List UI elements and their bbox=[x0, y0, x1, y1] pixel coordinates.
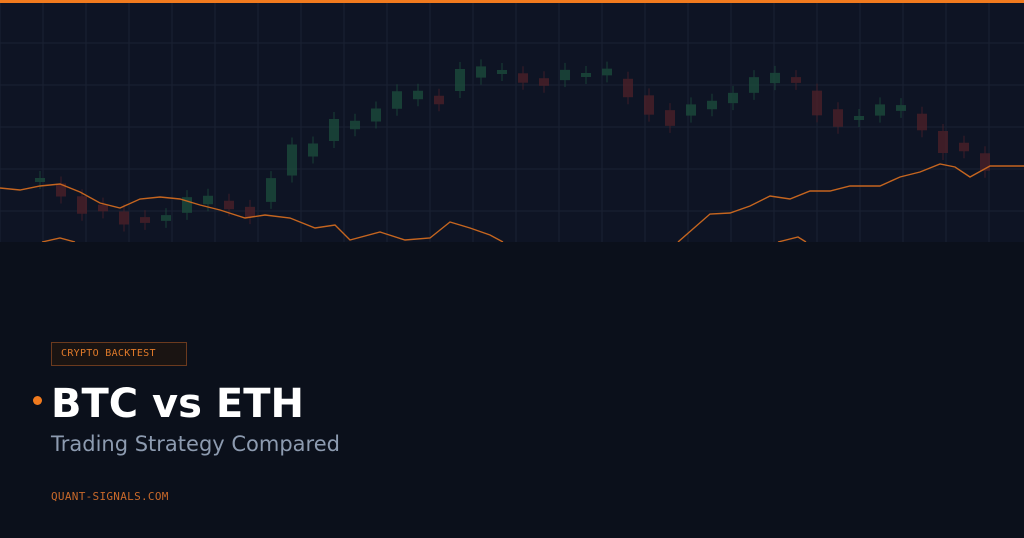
candle-body bbox=[455, 69, 465, 91]
candle-body bbox=[560, 69, 570, 81]
candle-body bbox=[623, 78, 633, 98]
candle-body bbox=[539, 78, 549, 86]
candle-body bbox=[791, 77, 801, 83]
candle-body bbox=[266, 178, 276, 202]
candle-body bbox=[56, 183, 66, 197]
trend-line bbox=[0, 183, 504, 242]
candles bbox=[35, 59, 990, 232]
trend-line bbox=[41, 237, 76, 242]
badge: CRYPTO BACKTEST bbox=[51, 342, 187, 366]
candle-body bbox=[959, 142, 969, 152]
candle-body bbox=[413, 90, 423, 100]
candle-body bbox=[497, 70, 507, 74]
candle-body bbox=[224, 200, 234, 210]
candle-body bbox=[434, 95, 444, 105]
candle-body bbox=[119, 211, 129, 225]
candle-body bbox=[77, 196, 87, 214]
candle-body bbox=[980, 153, 990, 171]
candle-body bbox=[98, 204, 108, 212]
candle-body bbox=[371, 108, 381, 122]
footer-url: QUANT-SIGNALS.COM bbox=[51, 490, 169, 503]
candle-body bbox=[350, 120, 360, 130]
candle-body bbox=[707, 100, 717, 110]
candle-body bbox=[392, 91, 402, 109]
grid bbox=[0, 3, 1024, 242]
candle-body bbox=[896, 105, 906, 111]
candle-body bbox=[917, 113, 927, 131]
trend-line bbox=[777, 236, 807, 242]
title: BTC vs ETH bbox=[51, 381, 304, 427]
candle-body bbox=[308, 143, 318, 157]
chart-panel bbox=[0, 3, 1024, 242]
candle-body bbox=[665, 110, 675, 126]
candle-body bbox=[875, 104, 885, 116]
candle-body bbox=[812, 90, 822, 116]
candle-body bbox=[329, 119, 339, 141]
candle-body bbox=[35, 178, 45, 182]
candle-body bbox=[476, 66, 486, 78]
accent-bar bbox=[0, 0, 1024, 3]
subtitle: Trading Strategy Compared bbox=[51, 432, 340, 456]
candle-body bbox=[287, 144, 297, 176]
candle-body bbox=[938, 131, 948, 153]
candle-body bbox=[161, 215, 171, 221]
candle-body bbox=[770, 72, 780, 84]
candle-body bbox=[686, 104, 696, 116]
candle-body bbox=[518, 73, 528, 83]
candle-body bbox=[749, 77, 759, 93]
candle-body bbox=[140, 217, 150, 223]
trend-line bbox=[677, 163, 1024, 242]
background-chart bbox=[0, 3, 1024, 242]
candle-body bbox=[644, 95, 654, 115]
candle-body bbox=[182, 197, 192, 213]
candle-body bbox=[833, 109, 843, 127]
candle-body bbox=[245, 206, 255, 218]
bullet-dot bbox=[33, 396, 42, 405]
candle-body bbox=[854, 116, 864, 120]
candle-body bbox=[581, 73, 591, 77]
candle-body bbox=[728, 92, 738, 104]
candle-body bbox=[203, 195, 213, 205]
candle-body bbox=[602, 68, 612, 76]
